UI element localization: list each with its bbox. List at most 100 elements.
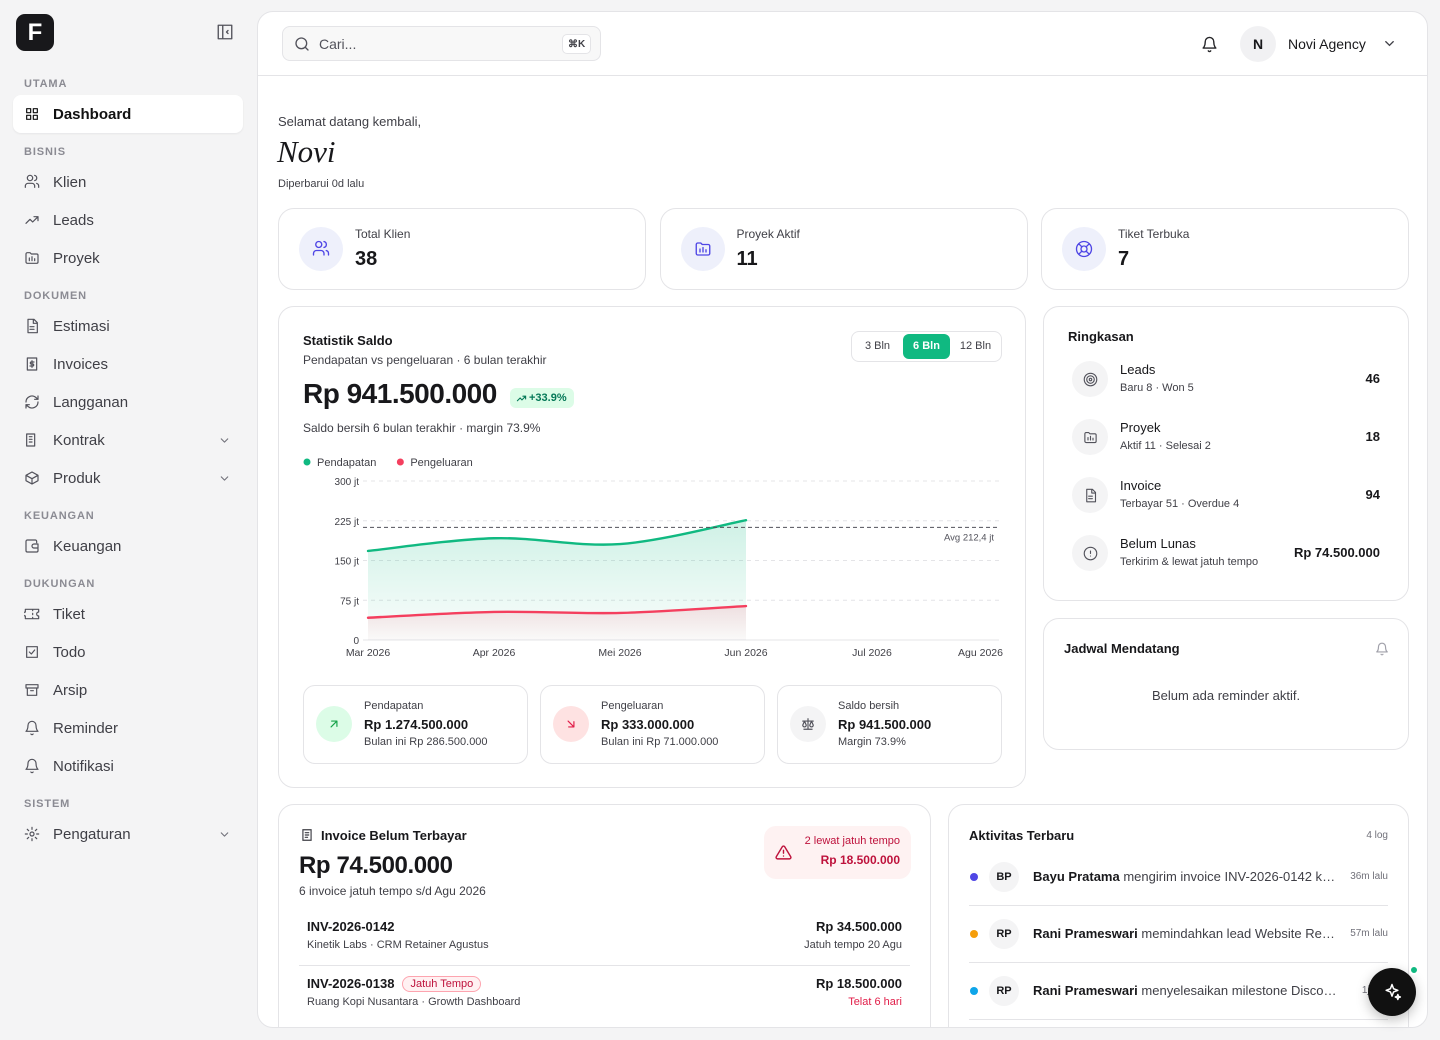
icon-part <box>25 539 39 553</box>
nav-icon <box>24 758 40 774</box>
schedule-bell[interactable] <box>1375 642 1389 656</box>
summary-item-value: 46 <box>1365 371 1380 386</box>
account-name[interactable]: Novi Agency <box>1288 36 1366 52</box>
activity-time: 36m lalu <box>1350 871 1388 882</box>
icon-part <box>1083 431 1097 443</box>
nav-section-title: KEUANGAN <box>24 510 95 522</box>
nav-text: Estimasi <box>53 317 110 335</box>
summary-label: Pendapatan <box>364 700 424 712</box>
search-placeholder: Cari... <box>319 36 357 52</box>
icon-part <box>1083 372 1097 386</box>
icon-part <box>24 826 40 842</box>
nav-item[interactable]: Produk <box>13 459 243 497</box>
invoice-due: Jatuh tempo 20 Agu <box>804 939 902 951</box>
nav-item[interactable]: Langganan <box>13 383 243 421</box>
notification-button[interactable] <box>1201 36 1218 53</box>
nav-section-title: UTAMA <box>24 78 68 90</box>
nav-item[interactable]: Klien <box>13 163 243 201</box>
summary-icon <box>790 706 826 742</box>
overdue-alert[interactable]: 2 lewat jatuh tempo Rp 18.500.000 <box>764 826 911 879</box>
nav-item[interactable]: Dashboard <box>13 95 243 133</box>
collapse-button[interactable] <box>216 23 234 41</box>
activity-title: Aktivitas Terbaru <box>969 828 1075 843</box>
stat-card: Proyek Aktif 11 <box>659 208 1028 290</box>
activity-dot <box>970 987 978 995</box>
nav-item[interactable]: Arsip <box>13 671 243 709</box>
search-box[interactable]: Cari... ⌘K <box>282 26 601 61</box>
icon-part <box>802 718 814 730</box>
activity-action: menyelesaikan milestone Discovery <box>1141 983 1339 998</box>
chart: 0 75 jt 150 jt 225 jt 300 jt Mar 2026 Apr 2026… <box>303 457 1003 659</box>
summary-item-icon <box>1072 477 1108 513</box>
nav-item[interactable]: Notifikasi <box>13 747 243 785</box>
activity-text: Rani Prameswari menyelesaikan milestone … <box>1033 983 1339 999</box>
icon-part <box>695 242 710 256</box>
topbar: Cari... ⌘K N Novi Agency <box>258 12 1427 76</box>
range-toggle: 3 Bln 6 Bln 12 Bln <box>851 331 1002 362</box>
icon-part <box>26 433 36 447</box>
nav-text: Keuangan <box>53 537 122 555</box>
icon-part <box>27 318 38 334</box>
nav-item[interactable]: Tiket <box>13 595 243 633</box>
main: Cari... ⌘K N Novi Agency Selamat datang … <box>257 11 1428 1028</box>
invoice-number-row[interactable]: INV-2026-0138 Jatuh Tempo <box>307 976 482 992</box>
nav-icon <box>24 394 40 410</box>
row-divider <box>969 962 1388 963</box>
legend-label: Pendapatan <box>317 457 376 469</box>
nav-item[interactable]: Keuangan <box>13 527 243 565</box>
series-area <box>368 606 746 640</box>
icon-part <box>220 437 229 443</box>
assistant-button[interactable] <box>1368 968 1416 1016</box>
stat-value: 11 <box>736 248 758 270</box>
summary-item-detail: Baru 8 · Won 5 <box>1120 382 1194 394</box>
range-button[interactable]: 12 Bln <box>959 340 992 352</box>
icon-part <box>220 831 229 837</box>
search-icon <box>295 37 309 51</box>
chart-subtitle: Pendapatan vs pengeluaran · 6 bulan tera… <box>303 353 547 367</box>
activity-text: Rani Prameswari memindahkan lead Website… <box>1033 926 1339 942</box>
nav-text: Tiket <box>53 605 85 623</box>
nav-item[interactable]: Leads <box>13 201 243 239</box>
stat-icon <box>299 227 343 271</box>
logo[interactable]: F <box>16 14 54 51</box>
summary-box: Pengeluaran Rp 333.000.000 Bulan ini Rp 71… <box>540 685 765 764</box>
chart-card: 0 75 jt 150 jt 225 jt 300 jt Mar 2026 Apr 2026… <box>278 306 1026 788</box>
icon-part <box>312 240 330 256</box>
nav-item[interactable]: Kontrak <box>13 421 243 459</box>
stat-label: Tiket Terbuka <box>1118 227 1190 241</box>
nav-icon <box>24 606 40 622</box>
nav-item[interactable]: Pengaturan <box>13 815 243 853</box>
icon-part <box>25 395 39 409</box>
range-button-active[interactable]: 6 Bln <box>903 334 950 359</box>
y-tick-label: 0 <box>353 636 359 647</box>
summary-item-value: 94 <box>1365 487 1380 502</box>
series-area <box>368 520 746 640</box>
summary-item-detail: Terbayar 51 · Overdue 4 <box>1120 498 1240 510</box>
range-button[interactable]: 3 Bln <box>864 340 891 352</box>
icon-part <box>330 720 338 728</box>
nav-icon <box>24 470 40 486</box>
balance-note: Saldo bersih 6 bulan terakhir · margin 7… <box>303 421 541 435</box>
nav-item[interactable]: Estimasi <box>13 307 243 345</box>
icon-part <box>217 24 233 40</box>
avatar[interactable]: N <box>1240 26 1276 62</box>
invoice-amount: Rp 18.500.000 <box>815 976 902 991</box>
summary-item-label: Invoice <box>1120 478 1162 493</box>
nav-item[interactable]: Reminder <box>13 709 243 747</box>
icon-part <box>1083 546 1097 560</box>
nav-chevron <box>218 828 231 841</box>
row-divider <box>299 965 910 966</box>
nav-icon <box>24 174 40 190</box>
nav-icon <box>24 720 40 736</box>
nav-icon <box>24 826 40 842</box>
invoice-number-row[interactable]: INV-2026-0142 <box>307 919 394 935</box>
nav-icon <box>24 212 40 228</box>
nav-item[interactable]: Todo <box>13 633 243 671</box>
nav-text: Produk <box>53 469 101 487</box>
icon-part <box>25 758 39 774</box>
account-chevron[interactable] <box>1382 36 1397 51</box>
summary-label: Pengeluaran <box>601 700 664 712</box>
nav-item[interactable]: Invoices <box>13 345 243 383</box>
icon-part <box>25 720 39 736</box>
nav-item[interactable]: Proyek <box>13 239 243 277</box>
